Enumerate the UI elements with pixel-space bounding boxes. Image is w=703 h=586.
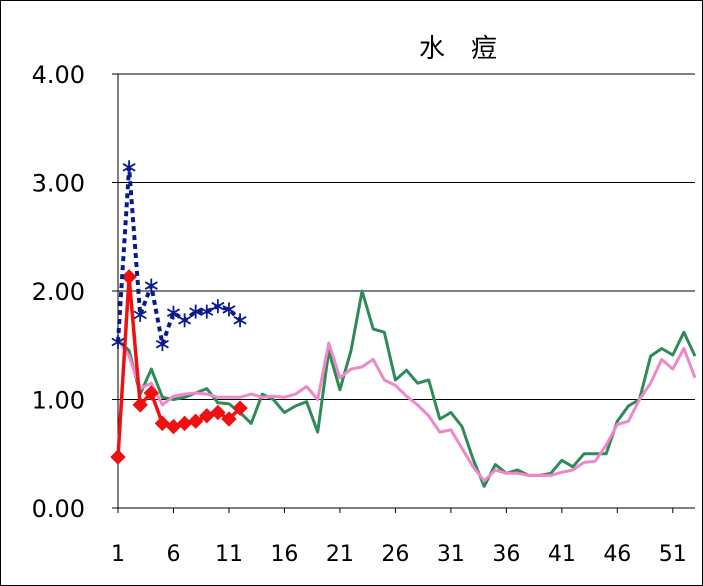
x-tick-label: 26 — [381, 542, 409, 567]
y-tick-label: 4.00 — [32, 61, 85, 89]
x-tick-label: 31 — [437, 542, 465, 567]
series-1 — [116, 289, 697, 488]
series-4 — [111, 160, 247, 352]
data-point-asterisk — [233, 313, 247, 328]
data-point-diamond — [132, 397, 148, 413]
x-tick-label: 36 — [492, 542, 520, 567]
asterisk-stroke — [189, 307, 203, 316]
data-point-asterisk — [222, 302, 236, 317]
data-point-diamond — [187, 413, 204, 429]
asterisk-stroke — [200, 307, 214, 316]
x-tick-label: 6 — [166, 542, 180, 567]
data-point-diamond — [143, 385, 159, 401]
series-3 — [110, 269, 248, 465]
data-point-asterisk — [211, 299, 225, 314]
asterisk-stroke — [144, 281, 158, 290]
asterisk-stroke — [233, 316, 247, 325]
data-point-asterisk — [155, 337, 169, 352]
asterisk-stroke — [178, 316, 192, 325]
y-tick-label: 1.00 — [32, 387, 85, 415]
x-tick-label: 51 — [659, 542, 687, 567]
y-tick-label: 2.00 — [32, 278, 85, 306]
data-point-asterisk — [178, 313, 192, 328]
data-point-diamond — [221, 411, 237, 427]
asterisk-stroke — [211, 301, 225, 311]
data-point-diamond — [110, 449, 126, 465]
data-point-diamond — [210, 404, 226, 421]
data-point-diamond — [176, 415, 193, 432]
data-point-asterisk — [133, 307, 147, 322]
x-tick-label: 21 — [326, 542, 354, 567]
asterisk-stroke — [111, 337, 125, 347]
data-point-diamond — [232, 400, 248, 416]
x-tick-label: 46 — [603, 542, 631, 567]
data-point-diamond — [154, 415, 171, 432]
data-point-diamond — [165, 418, 182, 435]
data-point-asterisk — [200, 304, 214, 319]
series-2 — [116, 338, 697, 483]
x-tick-label: 1 — [111, 542, 125, 567]
y-tick-label: 3.00 — [32, 170, 85, 198]
series-layer — [110, 160, 697, 488]
data-point-asterisk — [166, 305, 181, 320]
x-tick-label: 41 — [548, 542, 576, 567]
asterisk-stroke — [122, 163, 136, 172]
series-line — [116, 338, 697, 483]
asterisk-stroke — [155, 339, 169, 349]
data-point-asterisk — [144, 278, 158, 293]
data-point-asterisk — [189, 304, 203, 319]
data-point-asterisk — [122, 160, 136, 175]
x-tick-label: 11 — [215, 542, 243, 567]
chart-title: 水 痘 — [419, 34, 497, 64]
y-tick-label: 0.00 — [32, 495, 85, 523]
x-tick-label: 16 — [270, 542, 298, 567]
y-tick-labels: 0.00 1.00 2.00 3.00 4.00 — [32, 61, 85, 523]
x-tick-labels: 1 6 11 16 21 26 31 36 41 46 51 — [111, 542, 687, 567]
asterisk-stroke — [222, 305, 236, 314]
asterisk-stroke — [133, 310, 147, 320]
series-line — [116, 289, 697, 488]
data-point-diamond — [121, 269, 137, 285]
asterisk-stroke — [166, 308, 181, 317]
data-point-asterisk — [111, 334, 125, 349]
